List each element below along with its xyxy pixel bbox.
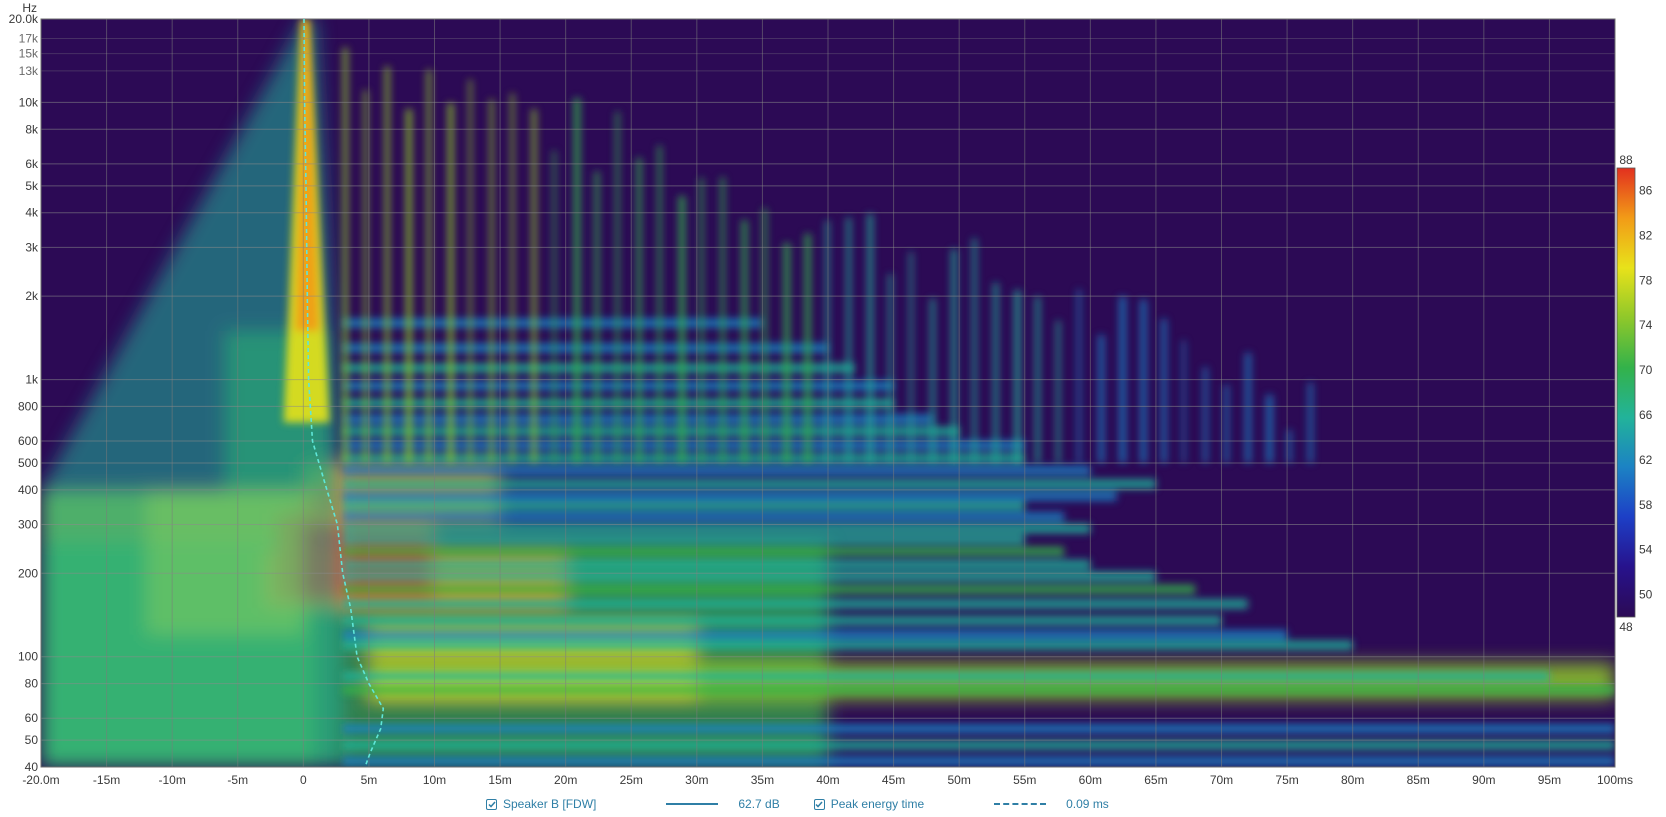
x-tick-label: 100ms [1597, 773, 1633, 787]
color-bar-tick-label: 86 [1639, 183, 1653, 197]
checkbox-peak[interactable] [813, 798, 825, 810]
y-tick-label: 600 [18, 434, 38, 448]
x-tick-label: 60m [1079, 773, 1102, 787]
legend-item-speaker[interactable]: Speaker B [FDW] [486, 797, 596, 811]
color-bar-tick-label: 54 [1639, 543, 1653, 557]
color-bar-gradient [1616, 167, 1636, 618]
y-tick-label: 20.0k [9, 12, 39, 26]
x-tick-label: 15m [488, 773, 511, 787]
checkbox-speaker[interactable] [486, 798, 497, 810]
y-tick-label: 500 [18, 456, 38, 470]
x-tick-label: 10m [423, 773, 446, 787]
heatmap-reflections [283, 19, 1313, 463]
y-tick-label: 1k [25, 373, 39, 387]
x-tick-label: 85m [1407, 773, 1430, 787]
legend: Speaker B [FDW] 62.7 dB Peak energy time… [486, 794, 1109, 814]
color-bar-tick-label: 58 [1639, 498, 1653, 512]
x-tick-label: 55m [1013, 773, 1036, 787]
y-tick-label: 6k [25, 157, 39, 171]
plot-frame [40, 18, 1616, 768]
x-tick-label: 80m [1341, 773, 1364, 787]
x-tick-label: 0 [300, 773, 307, 787]
y-tick-label: 2k [25, 289, 39, 303]
legend-label-peak: Peak energy time [830, 797, 925, 811]
color-bar-tick-label: 70 [1639, 363, 1653, 377]
y-tick-label: 5k [25, 179, 39, 193]
y-tick-label: 100 [18, 650, 38, 664]
y-tick-label: 4k [25, 206, 39, 220]
peak-energy-line [303, 18, 385, 768]
legend-line-solid-icon [666, 803, 719, 805]
y-tick-label: 10k [19, 95, 39, 109]
x-tick-label: 40m [816, 773, 839, 787]
x-tick-label: -5m [227, 773, 248, 787]
color-bar-tick-label: 62 [1639, 453, 1653, 467]
y-tick-label: 3k [25, 240, 39, 254]
y-tick-label: 40 [25, 760, 39, 774]
color-scale-bar: 88 86 82 78 74 70 66 62 58 54 50 48 [1616, 153, 1653, 634]
y-tick-label: 60 [25, 711, 39, 725]
legend-line-dashed-icon [994, 803, 1047, 805]
color-bar-tick-label: 82 [1639, 228, 1653, 242]
x-tick-label: 90m [1472, 773, 1495, 787]
x-tick-label: 95m [1538, 773, 1561, 787]
peak-energy-curve [303, 18, 385, 768]
y-tick-label: 17k [19, 32, 39, 46]
x-tick-label: -10m [158, 773, 185, 787]
color-bar-tick-label: 74 [1639, 318, 1653, 332]
y-tick-label: 13k [19, 64, 39, 78]
x-tick-label: 20m [554, 773, 577, 787]
x-tick-label: 75m [1275, 773, 1298, 787]
color-bar-tick-label: 78 [1639, 273, 1653, 287]
x-tick-label: 30m [685, 773, 708, 787]
x-tick-label: 50m [947, 773, 970, 787]
color-bar-tick-label: 66 [1639, 408, 1653, 422]
x-tick-label: 70m [1210, 773, 1233, 787]
x-tick-label: 65m [1144, 773, 1167, 787]
legend-value-peak: 0.09 ms [1066, 797, 1109, 811]
x-tick-label: 5m [361, 773, 378, 787]
y-tick-label: 800 [18, 399, 38, 413]
y-tick-label: 8k [25, 122, 39, 136]
grid-lines [40, 18, 1616, 768]
x-tick-label: -15m [93, 773, 120, 787]
legend-item-peak[interactable]: Peak energy time [813, 797, 925, 811]
color-bar-tick-label: 48 [1619, 620, 1633, 634]
x-axis: -20.0m -15m -10m -5m 0 5m 10m 15m 20m 25m 30m 35m 40… [22, 773, 1633, 787]
legend-label-speaker: Speaker B [FDW] [503, 797, 597, 811]
x-tick-label: 45m [882, 773, 905, 787]
y-tick-label: 15k [19, 47, 39, 61]
checkmark-icon [487, 801, 496, 808]
x-tick-label: 35m [751, 773, 774, 787]
y-axis-unit: Hz [22, 1, 37, 15]
y-tick-label: 200 [18, 566, 38, 580]
color-bar-tick-label: 88 [1619, 153, 1633, 167]
y-tick-label: 50 [25, 733, 39, 747]
legend-value-speaker: 62.7 dB [738, 797, 780, 811]
y-tick-label: 300 [18, 517, 38, 531]
y-tick-label: 400 [18, 483, 38, 497]
checkmark-icon [815, 801, 823, 808]
x-tick-label: -20.0m [22, 773, 59, 787]
y-tick-label: 80 [25, 677, 39, 691]
color-bar-tick-label: 50 [1639, 588, 1653, 602]
x-tick-label: 25m [620, 773, 643, 787]
